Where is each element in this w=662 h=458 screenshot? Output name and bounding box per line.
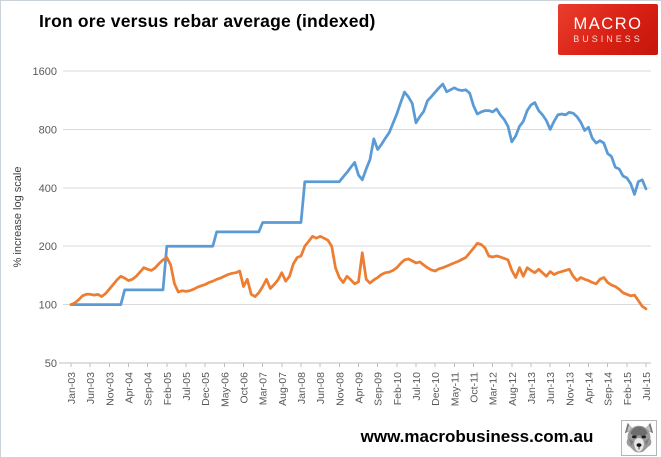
x-tick-label: Sep-14 bbox=[603, 372, 615, 406]
x-tick-label: Oct-11 bbox=[469, 372, 481, 403]
series-line-iron-ore bbox=[69, 82, 648, 306]
x-tick-label: Mar-12 bbox=[488, 372, 500, 405]
x-tick-label: Sep-09 bbox=[373, 372, 385, 406]
x-tick-label: Nov-03 bbox=[104, 372, 116, 406]
logo-text-business: BUSINESS bbox=[573, 33, 643, 44]
y-tick-label: 1600 bbox=[33, 66, 57, 78]
x-tick-label: Jan-13 bbox=[526, 372, 538, 404]
y-axis-title: % increase log scale bbox=[12, 167, 24, 268]
x-tick-label: Sep-04 bbox=[143, 372, 155, 406]
x-tick-label: Apr-14 bbox=[584, 372, 596, 404]
x-tick-label: Jan-08 bbox=[296, 372, 308, 404]
wolf-head-drawing bbox=[624, 422, 654, 453]
x-tick-label: Nov-13 bbox=[564, 372, 576, 406]
x-tick-label: Apr-04 bbox=[124, 372, 136, 404]
x-tick-label: Jun-03 bbox=[85, 372, 97, 404]
line-chart: 50 100 200 400 800 1600 Jan-03 Jun-03 Nov-03 Apr-… bbox=[12, 66, 653, 407]
y-tick-label: 200 bbox=[39, 241, 57, 253]
x-tick-label: Aug-12 bbox=[507, 372, 519, 406]
y-tick-label: 800 bbox=[39, 124, 57, 136]
website-url: www.macrobusiness.com.au bbox=[360, 427, 594, 446]
logo-text-macro: MACRO bbox=[573, 14, 643, 33]
x-tick-label: Feb-15 bbox=[622, 372, 634, 405]
x-tick-label: Aug-07 bbox=[277, 372, 289, 406]
x-tick-label: Apr-09 bbox=[354, 372, 366, 404]
y-tick-label: 400 bbox=[39, 183, 57, 195]
x-tick-label: Oct-06 bbox=[239, 372, 251, 404]
x-tick-label: Feb-10 bbox=[392, 372, 404, 405]
x-tick-label: Jul-10 bbox=[411, 372, 423, 401]
x-tick-label: Feb-05 bbox=[162, 372, 174, 405]
x-tick-label: Dec-05 bbox=[200, 372, 212, 406]
wolf-head-icon bbox=[621, 420, 657, 456]
x-tick-label: Jun-13 bbox=[545, 372, 557, 404]
macrobusiness-logo: MACRO BUSINESS bbox=[558, 4, 658, 55]
x-tick-label: Jun-08 bbox=[315, 372, 327, 404]
x-tick-label: Jan-03 bbox=[66, 372, 78, 404]
x-tick-label: May-06 bbox=[219, 372, 231, 407]
x-tick-label: Nov-08 bbox=[334, 372, 346, 406]
x-tick-label: Mar-07 bbox=[258, 372, 270, 405]
x-tick-label: Dec-10 bbox=[430, 372, 442, 406]
x-tick-label: Jul-15 bbox=[641, 372, 653, 401]
x-tick-label: Jul-05 bbox=[181, 372, 193, 401]
y-tick-label: 50 bbox=[45, 358, 57, 370]
y-tick-label: 100 bbox=[39, 300, 57, 312]
series-line-rebar-average bbox=[69, 234, 648, 311]
chart-title: Iron ore versus rebar average (indexed) bbox=[39, 11, 376, 31]
x-tick-label: May-11 bbox=[449, 372, 461, 406]
